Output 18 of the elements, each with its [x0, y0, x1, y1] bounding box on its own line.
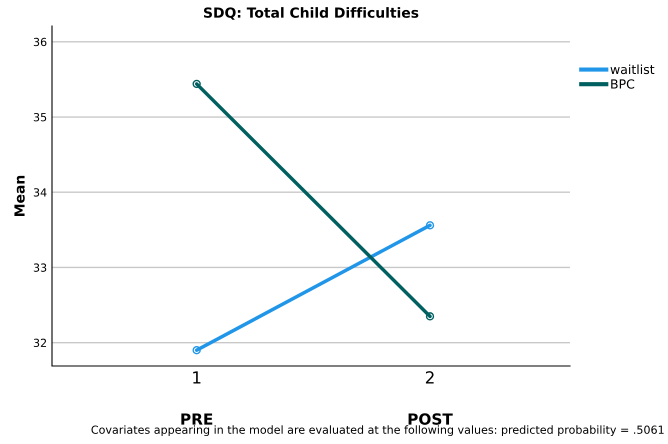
x-tick-label: 2: [426, 371, 434, 384]
text: PRE: [181, 413, 212, 425]
legend-label: waitlist: [610, 64, 654, 74]
point: [426, 312, 434, 321]
text: Covariates appearing in the model are evaluated at the following values: predicted probability = .5061: [91, 425, 664, 436]
point: [192, 80, 201, 88]
y-axis-title: Mean: [14, 176, 25, 216]
y-tick-label: 34: [34, 188, 47, 197]
y-tick-label: 35: [34, 112, 46, 122]
text: POST: [408, 413, 453, 425]
x-tick-label: 1: [193, 371, 200, 384]
chart-title: SDQ: Total Child Difficulties: [204, 7, 418, 20]
y-tick-label: 36: [34, 38, 46, 46]
y-tick-label: 33: [34, 263, 46, 272]
y-tick-label: 32: [34, 338, 46, 348]
point: [192, 346, 201, 354]
legend-label: BPC: [611, 79, 634, 89]
point: [426, 221, 434, 230]
